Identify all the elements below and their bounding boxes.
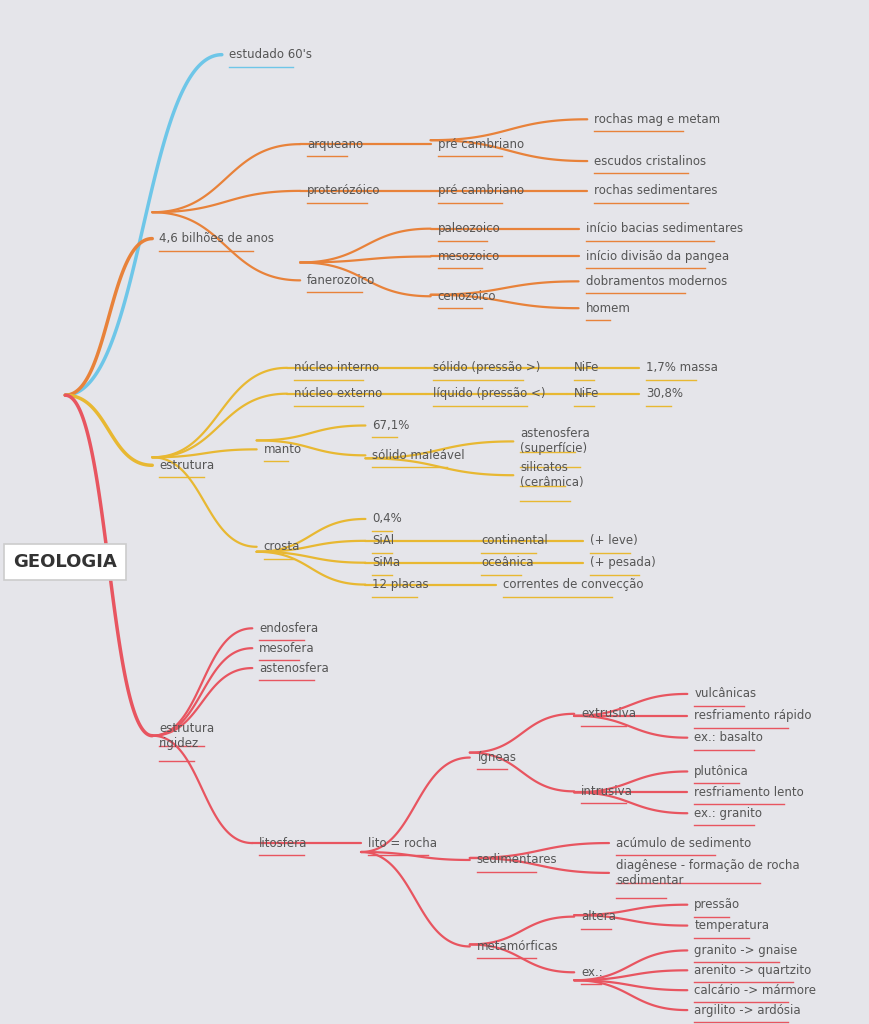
Text: cenozoico: cenozoico [437, 290, 495, 303]
Text: granito -> gnaise: granito -> gnaise [693, 944, 797, 957]
Text: mesofera: mesofera [259, 642, 315, 654]
Text: endosfera: endosfera [259, 622, 318, 635]
Text: ex.: granito: ex.: granito [693, 807, 761, 820]
Text: núcleo externo: núcleo externo [294, 387, 381, 400]
Text: líquido (pressão <): líquido (pressão <) [433, 387, 545, 400]
Text: núcleo interno: núcleo interno [294, 361, 379, 375]
Text: lito = rocha: lito = rocha [368, 837, 436, 850]
Text: estudado 60's: estudado 60's [229, 48, 311, 61]
Text: início bacias sedimentares: início bacias sedimentares [585, 222, 742, 236]
Text: proterózóico: proterózóico [307, 184, 380, 198]
Text: sedimentares: sedimentares [476, 853, 557, 866]
Text: (+ pesada): (+ pesada) [589, 556, 655, 569]
Text: sólido maleável: sólido maleável [372, 449, 464, 462]
Text: correntes de convecção: correntes de convecção [502, 579, 642, 591]
Text: fanerozoico: fanerozoico [307, 273, 375, 287]
Text: 67,1%: 67,1% [372, 419, 409, 432]
Text: 0,4%: 0,4% [372, 512, 401, 525]
Text: homem: homem [585, 302, 630, 314]
Text: continental: continental [481, 535, 547, 548]
Text: 4,6 bilhões de anos: 4,6 bilhões de anos [159, 232, 274, 245]
Text: intrusiva: intrusiva [580, 784, 633, 798]
Text: (+ leve): (+ leve) [589, 535, 637, 548]
Text: diagênese - formação de rocha
sedimentar: diagênese - formação de rocha sedimentar [615, 859, 799, 887]
Text: GEOLOGIA: GEOLOGIA [13, 553, 117, 570]
Text: NiFe: NiFe [574, 387, 599, 400]
Text: NiFe: NiFe [574, 361, 599, 375]
Text: resfriamento rápido: resfriamento rápido [693, 710, 811, 722]
Text: arenito -> quartzito: arenito -> quartzito [693, 964, 811, 977]
Text: ex.: basalto: ex.: basalto [693, 731, 762, 744]
Text: astenosfera: astenosfera [259, 662, 328, 675]
Text: 1,7% massa: 1,7% massa [646, 361, 718, 375]
Text: oceânica: oceânica [481, 556, 533, 569]
Text: início divisão da pangea: início divisão da pangea [585, 250, 728, 263]
Text: crosta: crosta [263, 541, 300, 553]
Text: astenosfera
(superfície): astenosfera (superfície) [520, 427, 589, 456]
Text: 12 placas: 12 placas [372, 579, 428, 591]
Text: calcário -> mármore: calcário -> mármore [693, 984, 815, 996]
Text: SiAl: SiAl [372, 535, 394, 548]
Text: sólido (pressão >): sólido (pressão >) [433, 361, 540, 375]
Text: altera: altera [580, 910, 615, 923]
Text: argilito -> ardósia: argilito -> ardósia [693, 1004, 800, 1017]
Text: pressão: pressão [693, 898, 740, 911]
Text: pré cambriano: pré cambriano [437, 184, 523, 198]
Text: mesozoico: mesozoico [437, 250, 500, 263]
Text: 30,8%: 30,8% [646, 387, 683, 400]
Text: dobramentos modernos: dobramentos modernos [585, 274, 726, 288]
Text: estrutura: estrutura [159, 459, 214, 472]
Text: vulcânicas: vulcânicas [693, 687, 755, 700]
Text: extrusiva: extrusiva [580, 708, 635, 720]
Text: plutônica: plutônica [693, 765, 748, 778]
Text: paleozoico: paleozoico [437, 222, 500, 236]
Text: arqueano: arqueano [307, 137, 363, 151]
Text: rochas mag e metam: rochas mag e metam [594, 113, 720, 126]
Text: silicatos
(cerâmica): silicatos (cerâmica) [520, 461, 583, 489]
Text: temperatura: temperatura [693, 920, 768, 932]
Text: litosfera: litosfera [259, 837, 308, 850]
Text: escudos cristalinos: escudos cristalinos [594, 155, 706, 168]
Text: metamórficas: metamórficas [476, 940, 558, 953]
Text: rochas sedimentares: rochas sedimentares [594, 184, 717, 198]
Text: acúmulo de sedimento: acúmulo de sedimento [615, 837, 750, 850]
Text: ígneas: ígneas [476, 751, 515, 764]
Text: resfriamento lento: resfriamento lento [693, 785, 803, 799]
Text: ex.:: ex.: [580, 966, 602, 979]
Text: pré cambriano: pré cambriano [437, 137, 523, 151]
Text: manto: manto [263, 442, 302, 456]
Text: SiMa: SiMa [372, 556, 400, 569]
Text: estrutura
rigidez: estrutura rigidez [159, 722, 214, 750]
